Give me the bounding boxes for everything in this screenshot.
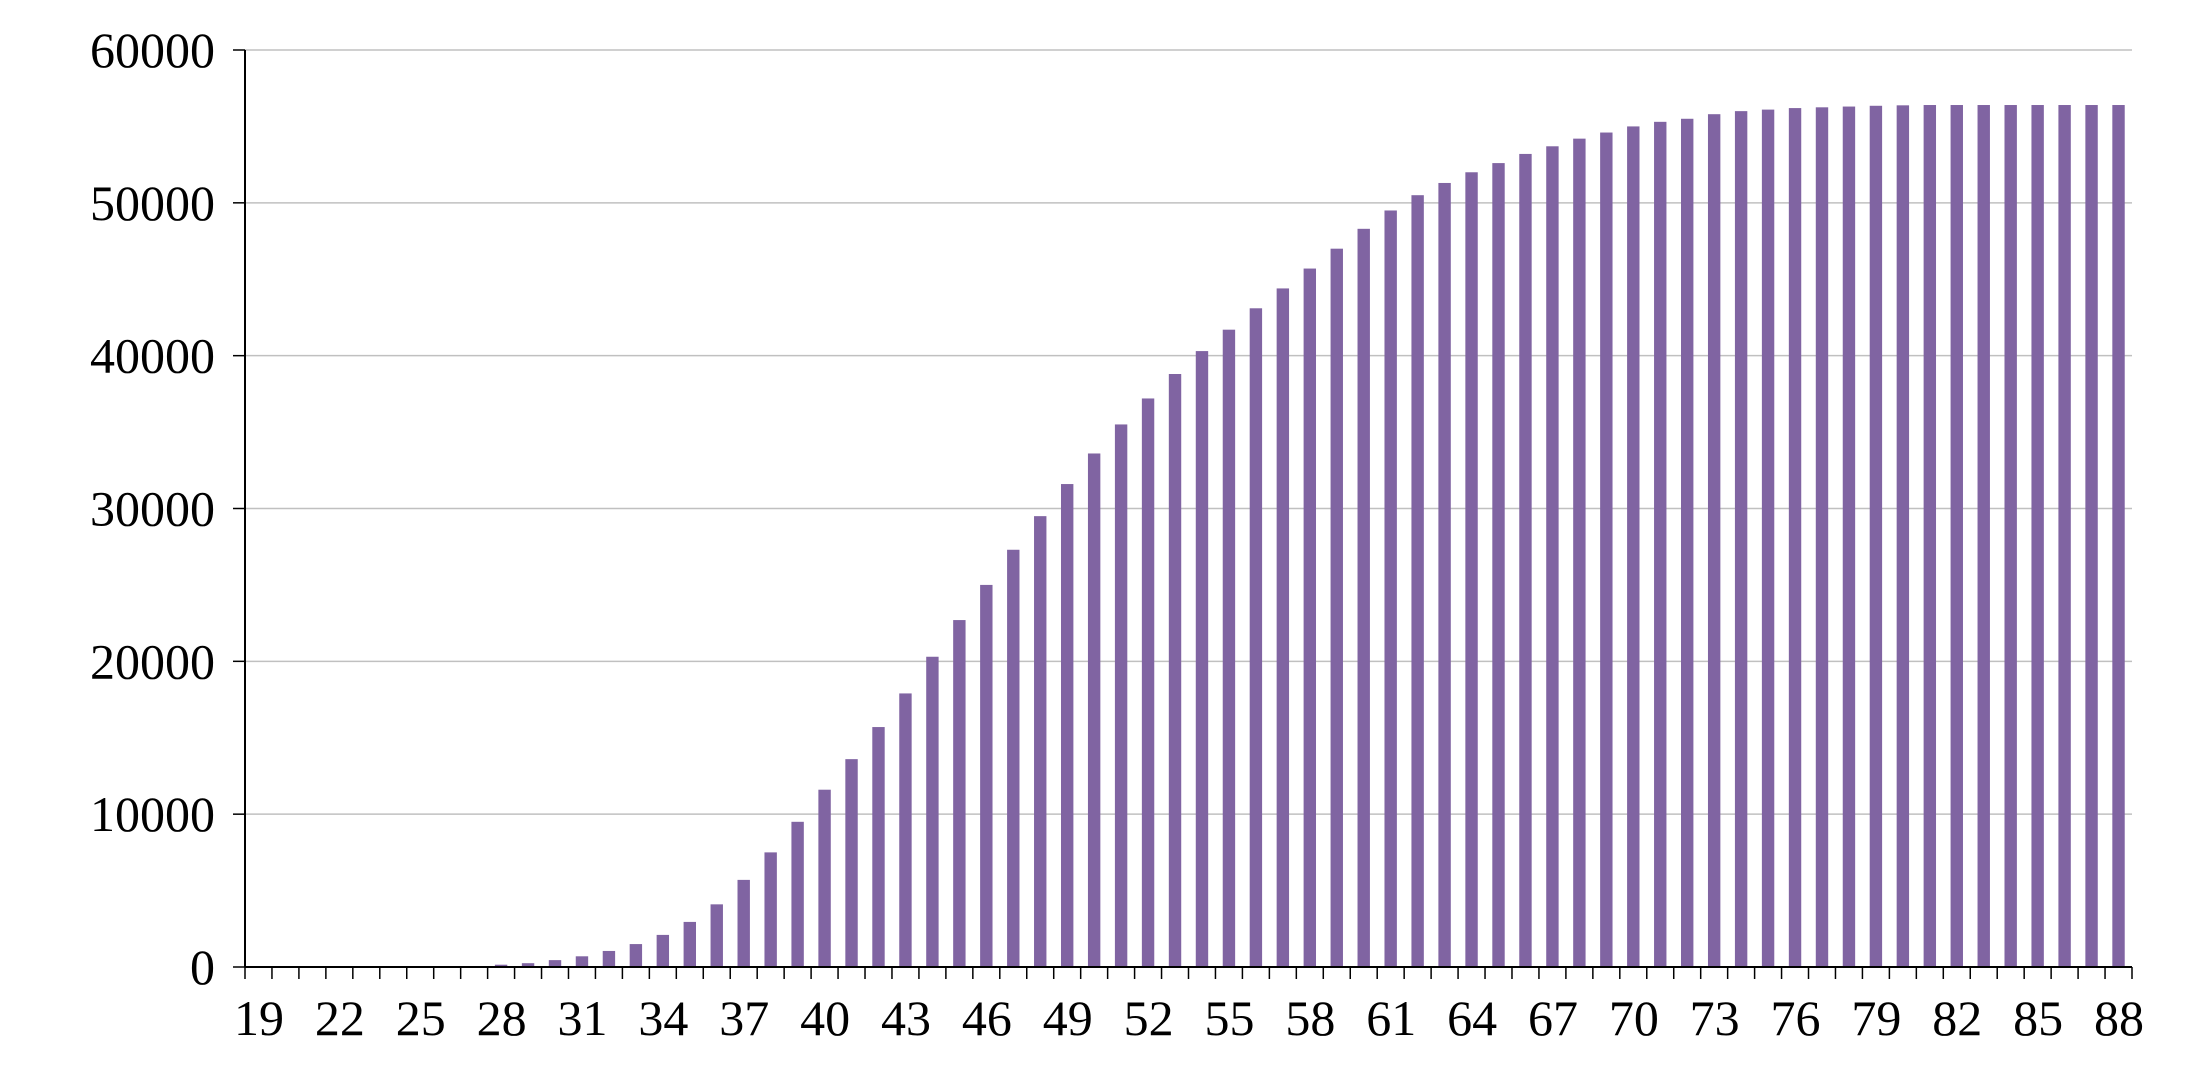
- bar: [1707, 114, 1721, 967]
- bar: [2085, 105, 2098, 967]
- x-tick-label: 40: [800, 990, 850, 1046]
- bar: [1034, 516, 1047, 967]
- bar: [2031, 105, 2044, 967]
- x-tick-label: 88: [2094, 990, 2144, 1046]
- bar: [1195, 351, 1209, 967]
- bar: [1007, 549, 1020, 967]
- bar: [2004, 105, 2017, 967]
- x-tick-label: 61: [1366, 990, 1416, 1046]
- bar: [1600, 132, 1613, 967]
- bar: [1141, 398, 1155, 968]
- bar: [1087, 453, 1101, 968]
- x-tick-label: 34: [638, 990, 688, 1046]
- x-axis-ticks: 19 22 25 28 31 34 37 40 43 46 49 52 55 58 61 64 67 70 73 76…: [234, 967, 2144, 1046]
- bar: [1411, 195, 1424, 968]
- x-tick-label: 37: [719, 990, 769, 1046]
- x-tick-label: 64: [1447, 990, 1497, 1046]
- bar: [845, 759, 858, 967]
- x-tick-label: 76: [1771, 990, 1821, 1046]
- bar: [980, 584, 993, 967]
- bar: [656, 934, 670, 967]
- bar: [1950, 105, 1963, 967]
- y-tick-label: 60000: [90, 22, 215, 78]
- bar: [1627, 126, 1640, 967]
- bar: [1842, 106, 1856, 967]
- bar: [1249, 308, 1263, 967]
- bar: [737, 879, 750, 967]
- x-tick-label: 49: [1043, 990, 1093, 1046]
- y-axis-ticks: 0 10000 20000 30000 40000 50000 60000: [90, 22, 245, 995]
- bar: [1276, 288, 1290, 967]
- x-tick-label: 46: [962, 990, 1012, 1046]
- y-tick-label: 20000: [90, 633, 215, 689]
- bar: [575, 956, 589, 967]
- bar: [1869, 105, 1883, 967]
- bar: [2112, 105, 2125, 967]
- bar: [818, 789, 831, 967]
- bar: [872, 727, 885, 967]
- bar: [1734, 111, 1748, 968]
- bar: [1923, 105, 1937, 967]
- bar: [1654, 121, 1667, 967]
- bar: [1114, 424, 1128, 968]
- bar: [1896, 105, 1910, 967]
- bar: [791, 821, 804, 967]
- bar: [629, 944, 643, 967]
- x-tick-label: 73: [1690, 990, 1740, 1046]
- x-tick-label: 52: [1124, 990, 1174, 1046]
- bar: [1546, 146, 1559, 967]
- bar: [521, 963, 535, 967]
- y-tick-label: 50000: [90, 175, 215, 231]
- bar: [1303, 268, 1317, 968]
- y-tick-label: 40000: [90, 328, 215, 384]
- bar-series: [494, 105, 2125, 968]
- bar: [1168, 374, 1182, 967]
- bar: [926, 656, 939, 967]
- bar: [1681, 118, 1694, 967]
- x-tick-label: 70: [1609, 990, 1659, 1046]
- bar: [683, 921, 696, 967]
- y-tick-label: 10000: [90, 786, 215, 842]
- bar: [1384, 210, 1397, 968]
- y-tick-label: 30000: [90, 481, 215, 537]
- bar: [1788, 108, 1802, 968]
- x-tick-label: 19: [234, 990, 284, 1046]
- x-tick-label: 31: [557, 990, 607, 1046]
- bar: [1761, 109, 1775, 968]
- bar: [1492, 163, 1505, 967]
- bar: [602, 950, 616, 967]
- x-tick-label: 58: [1285, 990, 1335, 1046]
- x-tick-label: 22: [315, 990, 365, 1046]
- bar: [494, 964, 508, 967]
- bar: [899, 693, 912, 967]
- x-tick-label: 67: [1528, 990, 1578, 1046]
- bar: [953, 620, 966, 967]
- bar: [1977, 105, 1990, 967]
- x-tick-label: 82: [1932, 990, 1982, 1046]
- bar: [710, 904, 723, 967]
- y-tick-label: 0: [190, 939, 215, 995]
- bar: [2058, 105, 2071, 967]
- bar: [1330, 248, 1343, 967]
- x-tick-label: 25: [396, 990, 446, 1046]
- x-tick-label: 79: [1851, 990, 1901, 1046]
- bar: [1465, 172, 1478, 967]
- bar: [1519, 153, 1532, 968]
- bar: [1573, 138, 1586, 968]
- bar: [1357, 228, 1370, 967]
- x-tick-label: 85: [2013, 990, 2063, 1046]
- bar: [764, 852, 777, 967]
- bar: [548, 960, 562, 967]
- x-tick-label: 28: [477, 990, 527, 1046]
- bar: [1222, 329, 1236, 967]
- x-tick-label: 43: [881, 990, 931, 1046]
- bar: [1438, 182, 1451, 968]
- x-tick-label: 55: [1204, 990, 1254, 1046]
- bar: [1815, 107, 1829, 967]
- bar: [1060, 484, 1074, 967]
